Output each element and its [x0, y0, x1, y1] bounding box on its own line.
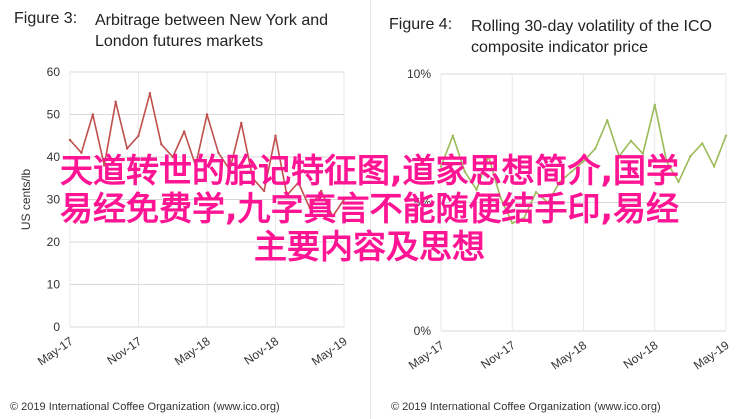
x-tick-label: Nov-18 — [241, 334, 281, 368]
figure-label: Figure 4: — [389, 16, 453, 33]
y-axis-label: US cents/lb — [19, 168, 33, 230]
data-point — [240, 121, 243, 125]
x-tick-label: Nov-18 — [621, 338, 661, 372]
data-point — [677, 180, 680, 184]
data-point — [570, 170, 573, 173]
data-point — [80, 151, 83, 154]
data-point — [629, 139, 633, 143]
data-point — [160, 143, 163, 146]
y-tick-label: 10 — [47, 278, 61, 292]
x-tick-label: May-17 — [406, 338, 447, 373]
data-point — [665, 160, 668, 163]
data-point — [319, 189, 323, 193]
x-tick-label: May-18 — [548, 338, 589, 373]
data-point — [342, 198, 346, 201]
data-point — [205, 113, 209, 116]
y-tick-label: 10% — [407, 67, 431, 81]
figure-label: Figure 3: — [14, 10, 78, 27]
x-tick-label: May-19 — [309, 334, 350, 369]
x-tick-label: Nov-17 — [478, 338, 518, 372]
x-tick-label: May-18 — [172, 334, 213, 369]
data-point — [439, 165, 443, 168]
data-point — [689, 155, 692, 158]
data-point — [558, 180, 561, 184]
data-point — [262, 189, 266, 193]
data-point — [463, 170, 466, 173]
data-point — [217, 151, 220, 154]
data-point — [251, 177, 254, 180]
copyright-footer: © 2019 International Coffee Organization… — [391, 401, 661, 413]
data-point — [511, 221, 514, 225]
data-point — [594, 147, 597, 150]
data-point — [522, 216, 526, 220]
chart-title: Rolling 30-day volatility of the ICO com… — [471, 16, 739, 58]
y-tick-label: 5% — [414, 196, 432, 210]
data-point — [194, 164, 197, 167]
y-tick-label: 30 — [47, 193, 61, 207]
data-point — [137, 134, 140, 137]
y-tick-label: 0 — [53, 320, 60, 334]
data-point — [582, 160, 585, 163]
chart-title-line-2: London futures markets — [95, 33, 264, 50]
data-point — [103, 164, 106, 167]
chart-title-line-2: composite indicator price — [471, 39, 648, 56]
data-point — [487, 155, 490, 158]
data-point — [228, 168, 232, 171]
chart-title: Arbitrage between New York and London fu… — [95, 10, 365, 52]
data-point — [182, 130, 186, 133]
y-tick-label: 50 — [47, 108, 61, 122]
data-point — [91, 113, 95, 116]
data-point — [331, 215, 334, 218]
data-point — [114, 100, 117, 103]
data-point — [475, 188, 478, 191]
data-point — [653, 103, 656, 107]
data-point — [148, 92, 152, 95]
volatility-chart: 0% 5% 10% May-17 Nov-17 May-18 Nov-18 May-19 — [406, 67, 732, 373]
data-point — [285, 194, 289, 197]
data-point — [68, 138, 72, 142]
data-point — [308, 206, 311, 210]
data-point — [724, 134, 728, 137]
x-tick-label: May-17 — [35, 334, 76, 369]
data-point — [606, 119, 609, 122]
data-point — [274, 134, 277, 137]
y-tick-label: 60 — [47, 65, 61, 79]
data-point — [125, 147, 129, 150]
data-point — [297, 181, 300, 184]
y-tick-label: 20 — [47, 235, 61, 249]
data-point — [617, 155, 621, 158]
copyright-footer: © 2019 International Coffee Organization… — [10, 401, 280, 413]
chart-panel-left: 0 10 20 30 40 50 60 May-17 Nov-17 May-18 Nov-18 May… — [10, 10, 365, 413]
x-tick-label: Nov-17 — [104, 334, 144, 368]
data-point — [712, 165, 716, 168]
data-point — [701, 142, 704, 145]
data-point — [534, 191, 538, 194]
data-point — [171, 155, 174, 159]
x-tick-label: May-19 — [691, 338, 732, 373]
chart-title-line-1: Arbitrage between New York and — [95, 12, 329, 29]
data-point — [641, 152, 645, 155]
y-tick-label: 0% — [414, 324, 432, 338]
y-tick-label: 40 — [47, 150, 61, 164]
data-point — [499, 196, 502, 199]
arbitrage-chart: 0 10 20 30 40 50 60 May-17 Nov-17 May-18 Nov-18 May… — [19, 65, 350, 369]
data-point — [451, 134, 455, 137]
data-point — [546, 201, 550, 204]
chart-title-line-1: Rolling 30-day volatility of the ICO — [471, 18, 712, 35]
chart-panel-right: 0% 5% 10% May-17 Nov-17 May-18 Nov-18 May-19 Fi… — [370, 0, 739, 419]
